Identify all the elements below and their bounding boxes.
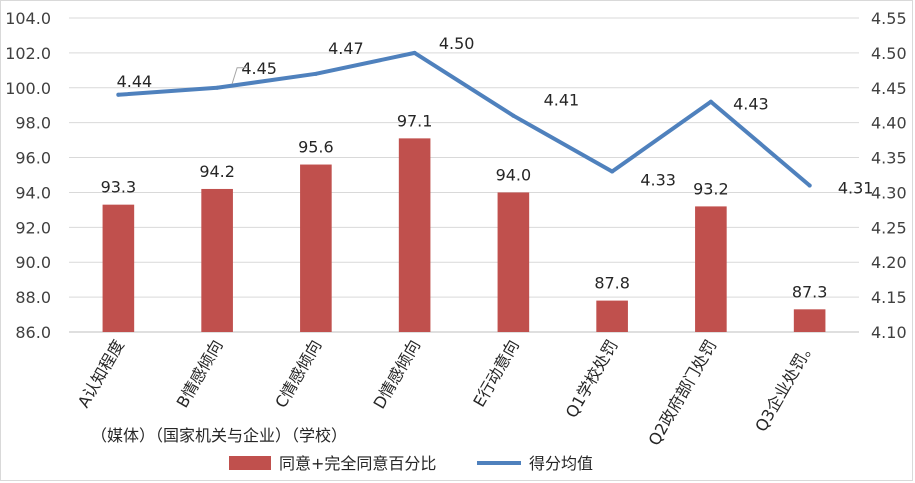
gridlines — [69, 17, 859, 333]
bar — [497, 192, 530, 332]
left-tick-label: 92.0 — [15, 218, 51, 237]
category-label: B情感倾向 — [173, 337, 227, 411]
right-tick-label: 4.10 — [871, 323, 907, 342]
right-axis-ticks: 4.10 4.15 4.20 4.25 4.30 4.35 4.40 4.45 4.50 4.55 — [871, 9, 907, 342]
left-axis-ticks: 86.0 88.0 90.0 92.0 94.0 96.0 98.0 100.0 102.0 10… — [5, 9, 51, 342]
left-tick-label: 88.0 — [15, 288, 51, 307]
line-series — [116, 50, 812, 188]
line-point — [610, 169, 615, 174]
category-label: Q1学校处罚 — [562, 337, 622, 422]
line-point — [412, 50, 417, 55]
bar-series — [102, 138, 826, 332]
category-label: Q3企业处罚。 — [751, 337, 819, 436]
line-data-label: 4.41 — [544, 91, 580, 110]
line-data-label: 4.47 — [328, 39, 364, 58]
bar-data-label: 93.3 — [101, 178, 137, 197]
bar — [695, 206, 727, 332]
left-tick-label: 94.0 — [15, 183, 51, 202]
line-point — [116, 92, 121, 97]
right-tick-label: 4.40 — [871, 114, 907, 133]
category-label: A认知程度 — [74, 337, 128, 411]
line-point — [313, 71, 318, 76]
line-data-label: 4.44 — [117, 72, 153, 91]
line-point — [807, 183, 812, 188]
legend: 同意+完全同意百分比 得分均值 — [229, 454, 593, 473]
right-tick-label: 4.20 — [871, 253, 907, 272]
right-tick-label: 4.45 — [871, 79, 907, 98]
line-data-label: 4.43 — [733, 95, 769, 114]
bar — [102, 204, 135, 332]
right-tick-label: 4.15 — [871, 288, 907, 307]
bar — [201, 188, 233, 332]
category-label: D情感倾向 — [369, 337, 424, 413]
line-point — [215, 85, 220, 90]
legend-label-bar: 同意+完全同意百分比 — [279, 454, 436, 473]
line-data-label: 4.31 — [838, 178, 874, 197]
category-label: E行动意向 — [469, 337, 523, 411]
bar-data-label: 94.0 — [496, 165, 532, 184]
line-point — [708, 99, 713, 104]
right-tick-label: 4.25 — [871, 218, 907, 237]
left-tick-label: 86.0 — [15, 323, 51, 342]
bar-data-label: 87.3 — [792, 282, 828, 301]
bar-data-label: 95.6 — [298, 138, 334, 157]
right-tick-label: 4.35 — [871, 149, 907, 168]
bar-data-label: 97.1 — [397, 111, 433, 130]
left-tick-label: 90.0 — [15, 253, 51, 272]
bar — [300, 164, 332, 332]
right-tick-label: 4.55 — [871, 9, 907, 28]
left-tick-label: 104.0 — [5, 9, 51, 28]
left-tick-label: 98.0 — [15, 114, 51, 133]
bar — [398, 138, 431, 332]
bar-data-label: 87.8 — [594, 274, 630, 293]
right-tick-label: 4.30 — [871, 183, 907, 202]
left-tick-label: 102.0 — [5, 44, 51, 63]
line-data-labels: 4.44 4.45 4.47 4.50 4.41 4.33 4.43 4.31 — [117, 34, 874, 198]
line-point — [511, 113, 516, 118]
bar — [596, 300, 628, 332]
label-leader-line — [231, 67, 248, 84]
legend-label-line: 得分均值 — [529, 454, 593, 473]
category-note: （媒体）（国家机关与企业）（学校） — [91, 426, 347, 445]
right-tick-label: 4.50 — [871, 44, 907, 63]
left-tick-label: 100.0 — [5, 79, 51, 98]
left-tick-label: 96.0 — [15, 149, 51, 168]
category-label: C情感倾向 — [271, 337, 325, 412]
legend-swatch-bar — [229, 456, 271, 470]
bar-data-labels: 93.3 94.2 95.6 97.1 94.0 87.8 93.2 87.3 — [101, 111, 828, 301]
line-data-label: 4.50 — [439, 34, 475, 53]
line-data-label: 4.45 — [241, 59, 277, 78]
bar-data-label: 94.2 — [199, 162, 235, 181]
category-label: Q2政府部门处罚 — [644, 337, 720, 449]
bar-data-label: 93.2 — [693, 179, 729, 198]
series-line — [116, 50, 812, 188]
bar — [793, 309, 826, 332]
line-data-label: 4.33 — [640, 171, 676, 190]
